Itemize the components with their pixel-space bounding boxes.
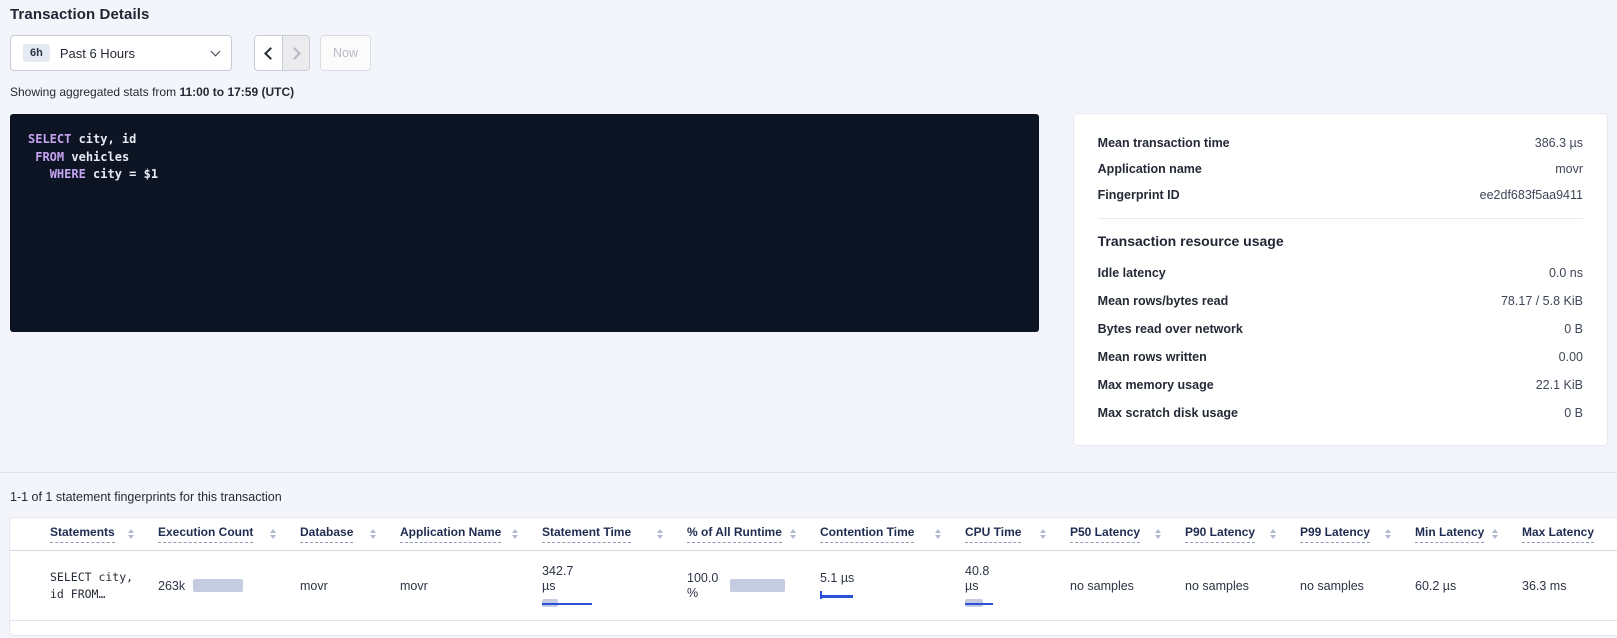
sort-icon: [270, 529, 276, 539]
sort-icon: [1155, 529, 1161, 539]
chevron-down-icon: [210, 46, 221, 57]
stat-value: 78.17 / 5.8 KiB: [1500, 294, 1583, 308]
stat-row-max-scratch-disk-usage: Max scratch disk usage 0 B: [1098, 399, 1583, 427]
cell-p90-latency: no samples: [1185, 578, 1249, 593]
time-range-badge: 6h: [23, 44, 50, 62]
stat-row-bytes-read-over-network: Bytes read over network 0 B: [1098, 315, 1583, 343]
fingerprint-count: 1-1 of 1 statement fingerprints for this…: [10, 490, 282, 504]
cell-max-latency: 36.3 ms: [1522, 578, 1567, 593]
statements-table: Statements Execution Count Database Appl…: [10, 518, 1617, 635]
sort-icon: [1492, 529, 1498, 539]
header-cell-p99-latency[interactable]: P99 Latency: [1290, 525, 1405, 543]
stat-row-max-memory-usage: Max memory usage 22.1 KiB: [1098, 371, 1583, 399]
aggregation-subtitle-prefix: Showing aggregated stats from: [10, 85, 180, 99]
stat-value: 0 B: [1564, 322, 1583, 336]
stat-row-idle-latency: Idle latency 0.0 ns: [1098, 259, 1583, 287]
header-cell-application-name[interactable]: Application Name: [390, 525, 532, 543]
header-cell-statement-time[interactable]: Statement Time: [532, 525, 677, 543]
stat-value: 22.1 KiB: [1535, 378, 1583, 392]
cell-statement: SELECT city, id FROM…: [40, 569, 148, 603]
stat-value: 0.00: [1558, 350, 1583, 364]
stat-label: Idle latency: [1097, 266, 1166, 280]
chevron-right-icon: [288, 46, 301, 60]
sort-icon: [1385, 529, 1391, 539]
header-cell-statements[interactable]: Statements: [40, 525, 148, 543]
header-cell-p90-latency[interactable]: P90 Latency: [1175, 525, 1290, 543]
table-header-row: Statements Execution Count Database Appl…: [10, 518, 1617, 551]
stat-label: Mean rows/bytes read: [1097, 294, 1229, 308]
table-row: SELECT city, id FROM… 263k movr movr 342.…: [10, 551, 1617, 621]
cell-cpu-time: 40.8 µs: [955, 564, 1060, 608]
time-range-label: Past 6 Hours: [59, 45, 135, 61]
header-cell-pct-runtime[interactable]: % of All Runtime: [677, 525, 810, 543]
sort-icon: [1040, 529, 1046, 539]
sort-icon: [1270, 529, 1276, 539]
contention-time-bar: [820, 591, 876, 600]
stat-label: Application name: [1097, 162, 1202, 176]
sql-line: FROM vehicles: [35, 149, 130, 164]
sort-icon: [512, 529, 518, 539]
time-step-buttons: [254, 35, 310, 71]
execution-count-bar: [193, 579, 244, 592]
sort-icon: [370, 529, 376, 539]
cell-execution-count: 263k: [148, 579, 290, 593]
stat-row-mean-transaction-time: Mean transaction time 386.3 µs: [1098, 130, 1583, 156]
stat-value: 0 B: [1564, 406, 1583, 420]
stat-row-application-name: Application name movr: [1098, 156, 1583, 182]
transaction-stats-card: Mean transaction time 386.3 µs Applicati…: [1073, 114, 1607, 445]
header-cell-p50-latency[interactable]: P50 Latency: [1060, 525, 1175, 543]
stat-label: Max memory usage: [1097, 378, 1214, 392]
sort-icon: [128, 529, 134, 539]
cell-p50-latency: no samples: [1070, 578, 1134, 593]
time-range-dropdown[interactable]: 6h Past 6 Hours: [10, 35, 232, 71]
cpu-time-bar: [965, 598, 1021, 608]
aggregation-time-range: 11:00 to 17:59 (UTC): [179, 85, 295, 99]
stat-label: Mean transaction time: [1097, 136, 1230, 150]
header-cell-cpu-time[interactable]: CPU Time: [955, 525, 1060, 543]
statement-time-bar: [542, 598, 598, 608]
stat-label: Fingerprint ID: [1097, 188, 1180, 202]
cell-pct-runtime: 100.0 %: [677, 571, 810, 601]
header-cell-database[interactable]: Database: [290, 525, 390, 543]
sql-line: SELECT city, id: [28, 132, 137, 146]
resource-usage-heading: Transaction resource usage: [1097, 233, 1284, 249]
header-cell-min-latency[interactable]: Min Latency: [1405, 525, 1512, 543]
time-controls: 6h Past 6 Hours Now: [10, 35, 1607, 71]
sort-icon: [657, 529, 663, 539]
sort-icon: [790, 529, 796, 539]
now-button[interactable]: Now: [320, 35, 372, 71]
pct-runtime-bar: [730, 579, 786, 592]
header-cell-max-latency[interactable]: Max Latency: [1512, 525, 1617, 543]
stat-label: Max scratch disk usage: [1097, 406, 1239, 420]
card-divider: [1097, 218, 1583, 219]
page-title: Transaction Details: [10, 6, 150, 23]
stat-value: 0.0 ns: [1548, 266, 1583, 280]
aggregation-subtitle: Showing aggregated stats from 11:00 to 1…: [10, 85, 1607, 99]
cell-database: movr: [300, 578, 328, 593]
stat-row-fingerprint-id: Fingerprint ID ee2df683f5aa9411: [1098, 182, 1583, 208]
stat-value: 386.3 µs: [1534, 136, 1583, 150]
header-cell-execution-count[interactable]: Execution Count: [148, 525, 290, 543]
section-divider: [0, 472, 1617, 473]
cell-min-latency: 60.2 µs: [1415, 578, 1457, 593]
stat-label: Mean rows written: [1097, 350, 1207, 364]
stat-row-mean-rows-written: Mean rows written 0.00: [1098, 343, 1583, 371]
stat-value: movr: [1555, 162, 1583, 176]
sql-line: WHERE city = $1: [49, 167, 159, 181]
next-time-button[interactable]: [282, 36, 309, 70]
chevron-left-icon: [263, 46, 277, 60]
cell-p99-latency: no samples: [1300, 578, 1364, 593]
prev-time-button[interactable]: [255, 36, 282, 70]
sort-icon: [935, 529, 941, 539]
header-cell-contention-time[interactable]: Contention Time: [810, 525, 955, 543]
cell-statement-time: 342.7 µs: [532, 564, 677, 608]
cell-application-name: movr: [400, 578, 428, 593]
stat-value: ee2df683f5aa9411: [1479, 188, 1583, 202]
sql-statement-box: SELECT city, id FROM vehicles WHERE city…: [10, 114, 1039, 332]
statement-link[interactable]: SELECT city, id FROM…: [50, 569, 134, 601]
stat-label: Bytes read over network: [1097, 322, 1243, 336]
stat-row-mean-rows-bytes-read: Mean rows/bytes read 78.17 / 5.8 KiB: [1098, 287, 1583, 315]
cell-contention-time: 5.1 µs: [810, 571, 955, 600]
